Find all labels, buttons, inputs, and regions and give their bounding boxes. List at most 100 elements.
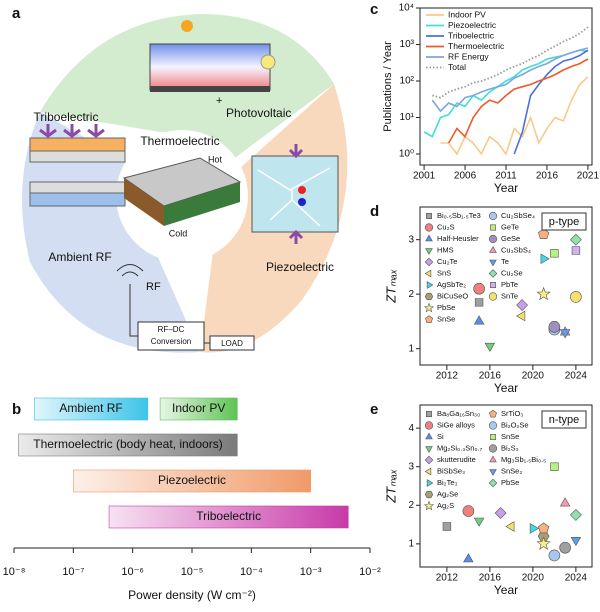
legend-marker (423, 302, 435, 313)
legend-label: Te (501, 257, 509, 266)
legend-label: PbTe (501, 280, 518, 289)
point (484, 342, 496, 352)
antenna (116, 264, 144, 337)
y-tick-label: 10¹ (400, 112, 415, 123)
y-tick-label: 2 (408, 289, 414, 300)
legend-marker (488, 211, 498, 221)
tribo-layer (29, 181, 126, 194)
legend-label: SnSe (437, 314, 455, 323)
legend-label: Cu₃SbS₄ (501, 245, 531, 254)
panel-label: b (12, 401, 21, 418)
y-tick-label: 3 (408, 461, 414, 472)
plot-frame (419, 7, 593, 166)
x-tick-label: 2012 (436, 573, 459, 584)
legend-label: Thermoelectric (448, 41, 505, 51)
point (570, 291, 582, 303)
bulb (260, 54, 276, 70)
x-tick-label: 2016 (479, 371, 502, 382)
y-tick-label: 2 (408, 500, 414, 511)
x-tick-label: 2016 (479, 573, 502, 584)
legend-marker (490, 282, 496, 288)
legend-marker (424, 490, 434, 499)
legend-label: Ag₂S (437, 501, 454, 510)
legend-label: Bi₂Te₃ (437, 478, 458, 487)
legend-label: Bi₂O₂Se (501, 420, 529, 429)
x-tick-label: 10⁻⁸ (3, 566, 26, 578)
legend-label: Cu₂Te (437, 257, 457, 266)
x-tick-label: 2020 (522, 573, 545, 584)
legend-label: SnS (437, 268, 451, 277)
range-bar (34, 397, 149, 421)
point (548, 321, 561, 333)
rf-region (22, 112, 200, 353)
tribo-layer (29, 150, 126, 163)
y-tick-label: 4 (408, 423, 414, 434)
legend-label: SrTiO₃ (501, 409, 523, 418)
legend-label: Piezoelectric (448, 20, 497, 30)
x-tick-label: 2006 (454, 171, 477, 182)
x-axis-label: Year (494, 583, 518, 597)
legend-label: Total (448, 62, 466, 72)
x-tick-label: 2024 (565, 573, 588, 584)
legend-marker (488, 234, 498, 244)
point (474, 298, 484, 307)
legend-marker (423, 500, 435, 511)
panel-label: c (370, 1, 378, 18)
legend-label: Triboelectric (448, 30, 495, 40)
legend-marker (424, 257, 434, 267)
sun (181, 20, 193, 32)
tribo-layer (29, 137, 126, 152)
legend-label: Mg₂Si₀.₃Sn₀.₇ (437, 443, 483, 452)
annotation: n-type (549, 414, 580, 426)
point (494, 507, 507, 519)
y-axis-label: Publications / Year (382, 41, 394, 132)
bar-label: Indoor PV (172, 401, 225, 415)
legend-marker (488, 444, 498, 453)
legend-label: Cu₂S (437, 222, 455, 231)
point (559, 541, 571, 554)
legend-label: Mg₃Sb₁.₅Bi₀.₅ (501, 455, 546, 464)
point (550, 249, 559, 258)
y-tick-label: 10³ (400, 39, 415, 50)
y-tick-label: 10² (400, 76, 415, 87)
legend-marker (425, 315, 433, 323)
panel-label: d (370, 203, 379, 220)
x-tick-label: 10⁻³ (300, 566, 322, 578)
legend-label: SnSe₂ (501, 466, 522, 475)
panel-label: a (12, 5, 21, 22)
y-tick-label: 3 (408, 234, 414, 245)
legend-marker (488, 292, 498, 301)
x-tick-label: 2001 (413, 171, 436, 182)
point (515, 310, 526, 322)
legend-marker (424, 421, 434, 430)
x-tick-label: 10⁻⁶ (121, 566, 144, 578)
point (536, 536, 551, 550)
point (473, 282, 485, 295)
te-side (164, 182, 240, 226)
legend-label: Cu₂SbSe₄ (501, 211, 535, 220)
label: Ambient RF (48, 250, 111, 264)
y-tick-label: 10⁰ (399, 149, 414, 160)
point (516, 299, 529, 312)
label: Piezoelectric (266, 260, 334, 274)
bar-label: Ambient RF (59, 401, 122, 415)
legend-marker (424, 223, 434, 232)
legend-marker (489, 409, 497, 418)
legend-marker (424, 269, 432, 278)
label: RF–DC (158, 325, 185, 334)
panel-label: e (370, 401, 378, 418)
point (463, 553, 474, 563)
point (548, 549, 561, 562)
legend-label: GeTe (501, 222, 519, 231)
series-line (513, 49, 589, 155)
legend-marker (425, 248, 433, 255)
legend-marker (489, 469, 497, 476)
point (538, 522, 550, 534)
point (462, 505, 475, 517)
legend-marker (424, 467, 432, 476)
legend-marker (488, 478, 498, 488)
legend-label: SnSe (501, 432, 519, 441)
legend-marker (489, 259, 497, 267)
point (442, 522, 452, 531)
legend-label: BiSbSe₃ (437, 466, 465, 475)
